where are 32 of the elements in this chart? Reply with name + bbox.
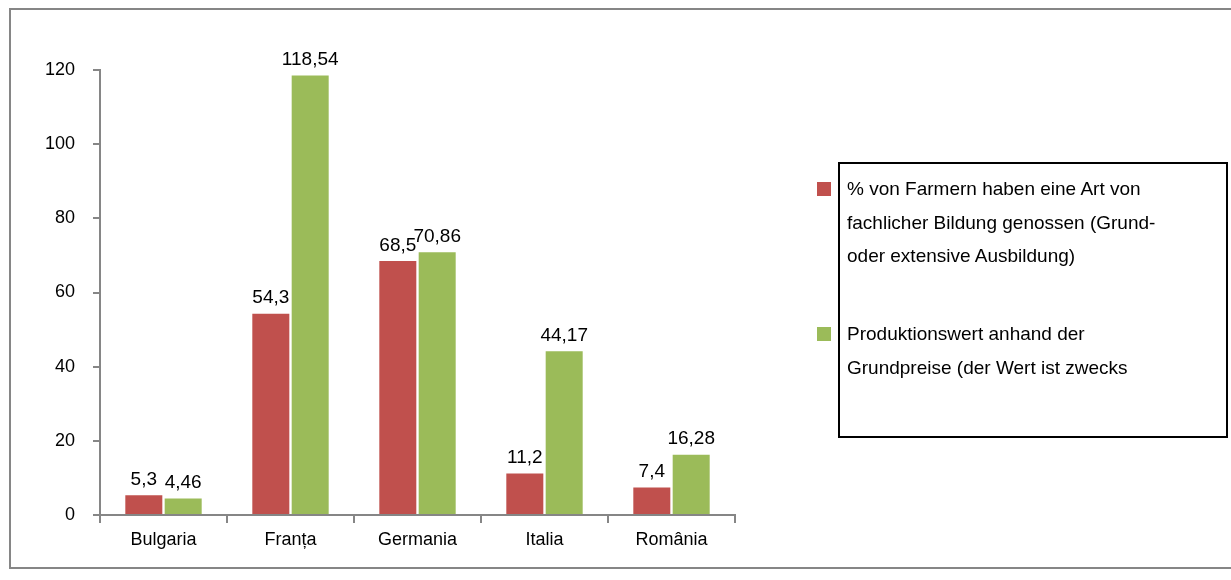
data-label: 54,3 [252,286,290,308]
data-label: 11,2 [507,446,543,468]
legend-label: Produktionswert anhand der Grundpreise (der Wert ist zwecks [847,322,1129,380]
y-tick-label: 40 [54,355,75,376]
x-tick-label: Italia [525,528,565,549]
bar [291,75,329,514]
bar [633,487,671,514]
bar [545,351,583,514]
bar [252,313,290,514]
data-label: 118,54 [281,48,339,70]
bar [418,252,456,514]
x-tick-label: Bulgaria [130,528,198,549]
y-tick-label: 20 [54,429,75,450]
x-tick-label: Germania [377,528,458,549]
y-tick-label: 60 [54,281,75,302]
legend-label: % von Farmern haben eine Art von fachlicher Bildung genossen (Grund- oder extensive Ausbildung) [847,177,1157,268]
bar [125,495,163,514]
x-tick-label: Franța [264,528,318,549]
bar [672,454,710,514]
bar [164,498,202,514]
data-label: 4,46 [164,471,202,493]
data-label: 7,4 [638,460,666,482]
bar [379,260,417,514]
x-tick-label: România [635,528,709,549]
y-tick-label: 80 [54,207,75,228]
data-label: 16,28 [667,427,715,449]
data-label: 44,17 [540,323,588,345]
y-tick-label: 100 [44,133,75,154]
y-tick-label: 0 [64,503,75,524]
bar [506,473,544,514]
data-label: 5,3 [130,468,158,490]
y-tick-label: 120 [44,58,75,79]
